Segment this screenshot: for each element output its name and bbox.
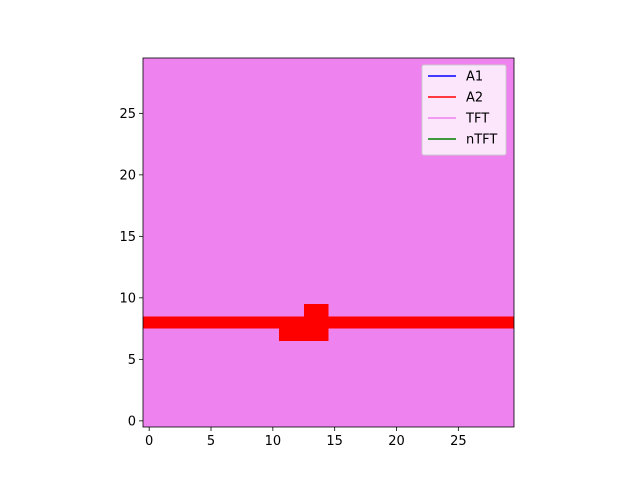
x-tick-label: 15 xyxy=(326,434,343,449)
legend: A1 A2 TFT nTFT xyxy=(421,64,507,156)
y-tick-label: 5 xyxy=(128,353,136,368)
y-tick-label: 15 xyxy=(119,230,136,245)
legend-label-a2: A2 xyxy=(466,91,483,106)
y-tick-label: 25 xyxy=(119,107,136,122)
heatmap-region-0 xyxy=(143,316,514,329)
heatmap-region-2 xyxy=(303,304,329,317)
y-tick-label: 10 xyxy=(119,291,136,306)
legend-label-ntft: nTFT xyxy=(466,133,497,148)
y-axis: 0 5 10 15 20 25 xyxy=(119,107,143,429)
x-axis: 0 5 10 15 20 25 xyxy=(145,427,467,449)
legend-label-tft: TFT xyxy=(465,112,489,127)
legend-label-a1: A1 xyxy=(466,70,483,85)
x-tick-label: 5 xyxy=(207,434,215,449)
x-tick-label: 10 xyxy=(265,434,282,449)
y-tick-label: 0 xyxy=(128,414,136,429)
x-tick-label: 0 xyxy=(145,434,153,449)
x-tick-label: 25 xyxy=(450,434,467,449)
plot-frame xyxy=(142,57,515,428)
y-tick-label: 20 xyxy=(119,168,136,183)
legend-box xyxy=(421,64,507,156)
x-tick-label: 20 xyxy=(388,434,405,449)
heatmap-region-1 xyxy=(279,328,329,341)
